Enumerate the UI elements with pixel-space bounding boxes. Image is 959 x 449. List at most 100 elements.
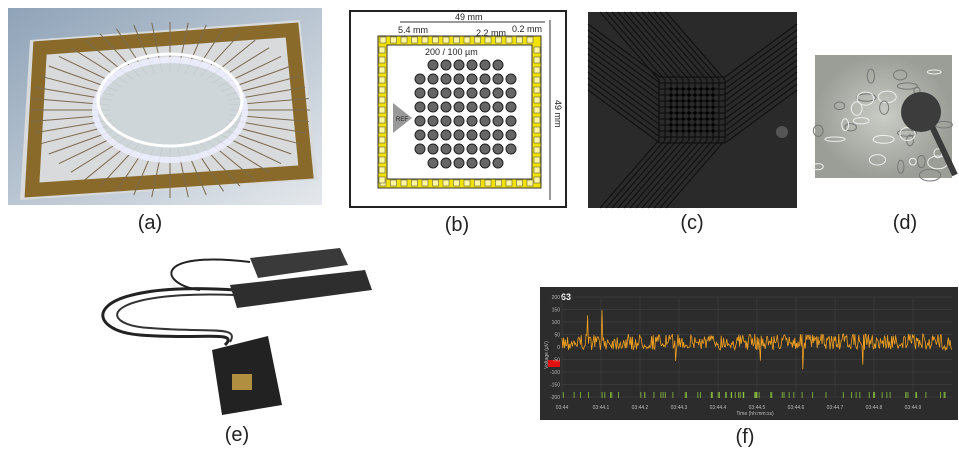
pad [412,37,418,43]
y-tick-label: 0 [557,345,560,351]
electrode [699,129,702,132]
panel-f: 63 Voltage (µV) Time (hh:mm:ss) 20015010… [540,287,958,420]
electrode [415,74,425,84]
amplifier [250,248,348,278]
electrode [493,88,503,98]
x-tick-label: 03:44.9 [905,405,922,411]
electrode [454,74,464,84]
pad [534,177,540,183]
electrode [705,99,708,102]
panel-c [588,12,797,208]
electrode [675,105,678,108]
electrode [428,102,438,112]
pad [454,180,460,186]
pad [401,37,407,43]
pad [517,180,523,186]
electrode [699,123,702,126]
electrode [681,99,684,102]
electrode [428,116,438,126]
electrode [705,111,708,114]
electrode [493,144,503,154]
electrode [428,158,438,168]
electrode [687,99,690,102]
electrode [454,88,464,98]
dimension-label: 200 / 100 µm [425,47,478,57]
electrode [705,123,708,126]
electrode [711,111,714,114]
electrode [669,99,672,102]
electrode [675,87,678,90]
pad [391,180,397,186]
x-tick-label: 03:44.3 [671,405,688,411]
x-tick-label: 03:44.2 [632,405,649,411]
electrode [681,105,684,108]
pad [379,77,385,83]
electrode [687,93,690,96]
electrode [705,87,708,90]
electrode [480,144,490,154]
electrode [669,93,672,96]
x-tick-label: 03:44.8 [866,405,883,411]
electrode [705,93,708,96]
pad [517,37,523,43]
electrode [454,60,464,70]
electrode [675,111,678,114]
trace-window [540,287,958,420]
panel-label: (b) [445,214,469,236]
pad [401,180,407,186]
electrode [699,111,702,114]
electrode [467,74,477,84]
pad [412,180,418,186]
electrode [441,144,451,154]
pad [534,57,540,63]
x-tick-label: 03:44.1 [593,405,610,411]
electrode [687,123,690,126]
electrode [693,117,696,120]
electrode [705,117,708,120]
pad [506,180,512,186]
panel-label: (f) [736,426,755,448]
electrode [454,116,464,126]
y-tick-label: 50 [554,333,560,339]
electrode [441,60,451,70]
electrode [428,74,438,84]
electrode [415,144,425,154]
electrode [441,74,451,84]
electrode [901,92,941,132]
pad [534,87,540,93]
electrode [681,111,684,114]
electrode [454,102,464,112]
y-tick-label: 100 [552,320,561,326]
chip-slot [232,374,252,390]
electrode [711,87,714,90]
pad [379,67,385,73]
pad [433,37,439,43]
electrode [480,74,490,84]
electrode [687,87,690,90]
electrode [441,102,451,112]
electrode [681,123,684,126]
electrode [711,99,714,102]
ref-label: REF [396,117,408,123]
dimension-label: 5.4 mm [398,25,428,35]
electrode [699,87,702,90]
electrode [454,144,464,154]
dimension-label: 49 mm [455,12,483,22]
x-tick-label: 03:44.4 [710,405,727,411]
y-tick-label: -100 [550,370,560,376]
pad [534,47,540,53]
electrode [493,74,503,84]
electrode [428,60,438,70]
debris [776,126,788,138]
pad [422,37,428,43]
electrode [693,93,696,96]
pad [379,47,385,53]
electrode [675,129,678,132]
pad [379,97,385,103]
pad [506,37,512,43]
panel-a [8,8,322,205]
electrode [441,88,451,98]
electrode [699,105,702,108]
electrode [669,123,672,126]
electrode [693,105,696,108]
